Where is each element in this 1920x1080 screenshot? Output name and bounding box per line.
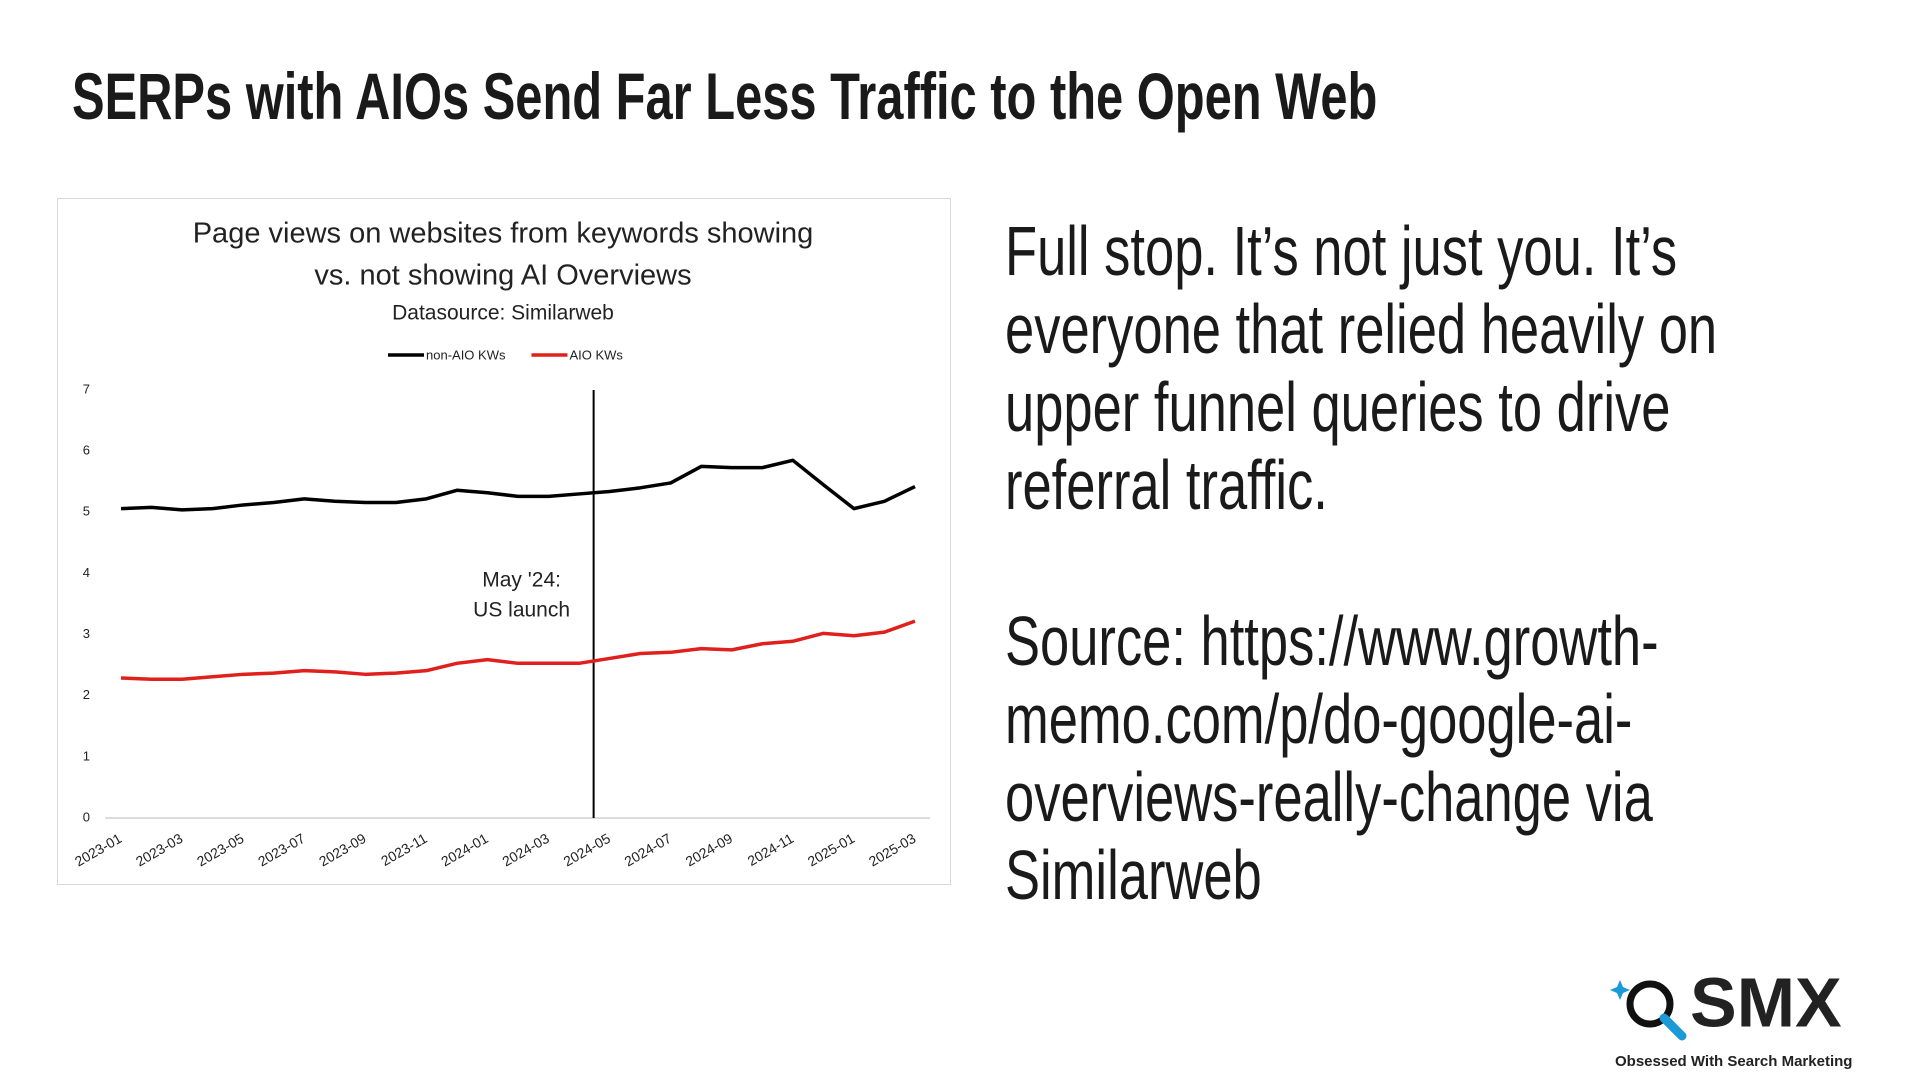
x-tick-label: 2024-11: [745, 830, 797, 869]
x-tick-label: 2024-05: [560, 830, 613, 870]
series-line: [120, 458, 916, 512]
x-tick-label: 2023-09: [316, 830, 369, 870]
slide-body: Full stop. It’s not just you. It’s every…: [1005, 212, 1744, 992]
logo: SMX Obsessed With Search Marketing: [1610, 970, 1852, 1070]
x-tick-label: 2024-03: [499, 830, 552, 870]
y-tick-label: 4: [83, 565, 90, 580]
logo-icon: [1626, 980, 1674, 1028]
x-tick-label: 2023-07: [255, 830, 308, 870]
series-line: [120, 619, 916, 681]
y-tick-label: 3: [83, 626, 90, 641]
annotation-text: US launch: [473, 599, 570, 622]
x-tick-label: 2023-03: [133, 830, 186, 870]
x-tick-label: 2025-01: [805, 830, 858, 870]
chart-frame: [57, 198, 951, 885]
slide-title: SERPs with AIOs Send Far Less Traffic to…: [72, 59, 1378, 133]
annotation-text: May '24:: [482, 569, 561, 592]
y-tick-label: 2: [83, 687, 90, 702]
chart-title: vs. not showing AI Overviews: [314, 260, 691, 292]
legend-label: AIO KWs: [569, 347, 623, 362]
x-tick-label: 2023-05: [194, 830, 247, 870]
chart-title: Page views on websites from keywords sho…: [193, 218, 814, 250]
x-tick-label: 2023-11: [378, 830, 430, 869]
y-tick-label: 1: [83, 748, 90, 763]
x-tick-label: 2024-01: [438, 830, 491, 870]
paragraph: Source: https://www.growth-memo.com/p/do…: [1005, 602, 1659, 914]
logo-sparkle: [1610, 980, 1630, 1000]
y-tick-label: 5: [83, 504, 90, 519]
y-tick-label: 0: [83, 809, 90, 824]
chart-subtitle: Datasource: Similarweb: [392, 302, 614, 325]
y-tick-label: 6: [83, 443, 90, 458]
logo-icon: [1659, 1013, 1687, 1041]
logo-tagline: Obsessed With Search Marketing: [1615, 1053, 1852, 1070]
logo-name: SMX: [1690, 970, 1842, 1041]
y-tick-label: 7: [83, 381, 90, 396]
paragraph: Full stop. It’s not just you. It’s every…: [1005, 212, 1718, 524]
x-tick-label: 2024-09: [683, 830, 736, 870]
x-tick-label: 2025-03: [866, 830, 919, 870]
x-tick-label: 2024-07: [622, 830, 675, 870]
x-tick-label: 2023-01: [72, 830, 125, 870]
legend-label: non-AIO KWs: [426, 347, 506, 362]
